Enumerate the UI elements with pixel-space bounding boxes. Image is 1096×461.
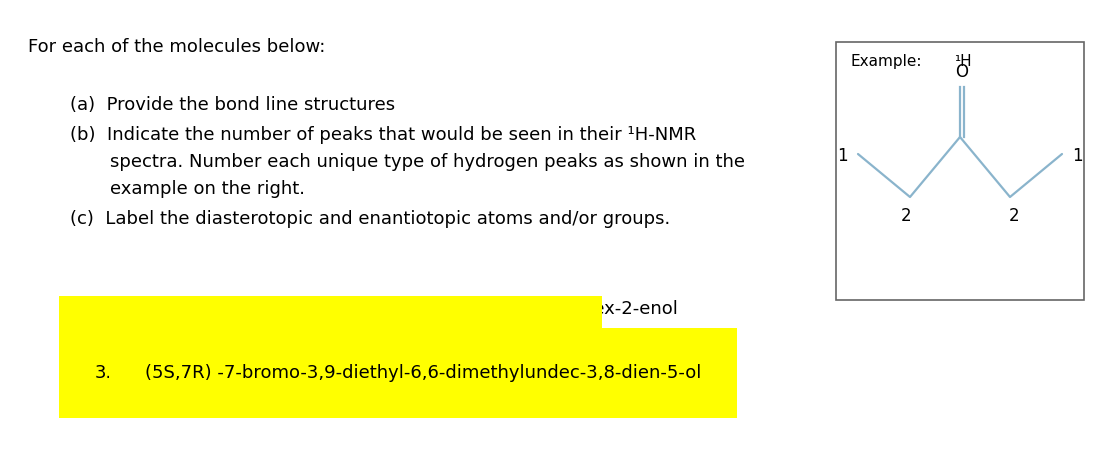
Text: spectra. Number each unique type of hydrogen peaks as shown in the: spectra. Number each unique type of hydr… [110, 153, 745, 171]
Text: For each of the molecules below:: For each of the molecules below: [28, 38, 326, 56]
Text: (1R,4S) 4-secbutyl-2,3-diethyl-6,6-dimethylcyclohex-2-enol: (1R,4S) 4-secbutyl-2,3-diethyl-6,6-dimet… [145, 300, 677, 318]
Bar [836, 42, 1084, 300]
Text: (c)  Label the diasterotopic and enantiotopic atoms and/or groups.: (c) Label the diasterotopic and enantiot… [70, 210, 671, 228]
Text: (2R,6S) 2,6-dibromo-4,4-dimethylcyclohexanol: (2R,6S) 2,6-dibromo-4,4-dimethylcyclohex… [145, 332, 567, 350]
Text: Example:: Example: [850, 54, 922, 69]
Text: ¹H: ¹H [954, 54, 972, 69]
Text: (b)  Indicate the number of peaks that would be seen in their ¹H-NMR: (b) Indicate the number of peaks that wo… [70, 126, 696, 144]
Text: 2: 2 [901, 207, 911, 225]
Text: 2.: 2. [95, 332, 112, 350]
Text: O: O [956, 63, 969, 81]
Text: (5S,7R) -7-bromo-3,9-diethyl-6,6-dimethylundec-3,8-dien-5-ol: (5S,7R) -7-bromo-3,9-diethyl-6,6-dimethy… [145, 364, 701, 382]
Text: 1: 1 [837, 147, 848, 165]
Text: (a)  Provide the bond line structures: (a) Provide the bond line structures [70, 96, 396, 114]
Text: 1.: 1. [95, 300, 112, 318]
Text: example on the right.: example on the right. [110, 180, 305, 198]
Text: 3.: 3. [95, 364, 112, 382]
Text: 2: 2 [1008, 207, 1019, 225]
Text: 1: 1 [1072, 147, 1083, 165]
